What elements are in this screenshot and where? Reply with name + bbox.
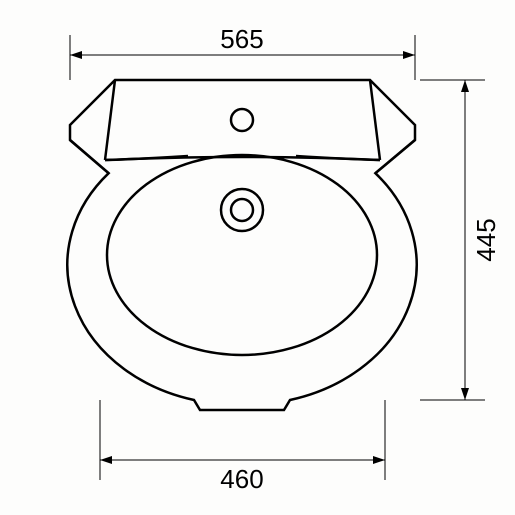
tap-hole-icon xyxy=(231,109,253,131)
dim-top-label: 565 xyxy=(220,24,263,54)
drain-outer-icon xyxy=(221,189,263,231)
basin-inner-bowl xyxy=(107,155,377,355)
dim-right-label: 445 xyxy=(471,218,501,261)
basin-outer-rim xyxy=(67,80,416,410)
drain-inner-icon xyxy=(231,199,253,221)
dim-bottom-label: 460 xyxy=(220,464,263,494)
